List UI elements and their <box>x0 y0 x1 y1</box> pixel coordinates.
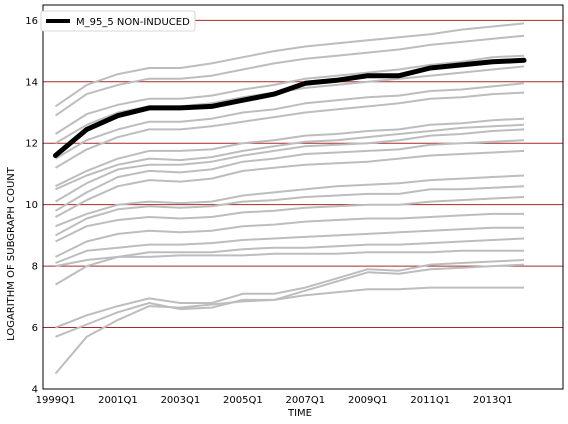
series-line <box>55 249 524 268</box>
x-tick-label: 2001Q1 <box>98 395 138 406</box>
y-tick-label: 8 <box>32 262 38 273</box>
series-line <box>54 139 525 212</box>
series-line <box>55 263 525 338</box>
series-line <box>55 123 525 191</box>
series-line <box>54 65 525 145</box>
x-tick-label: 2005Q1 <box>223 395 263 406</box>
x-tick-label: 1999Q1 <box>36 395 76 406</box>
highlight-series-line <box>53 57 527 158</box>
series-line <box>54 54 525 135</box>
series-line <box>55 149 525 218</box>
x-tick-label: 2011Q1 <box>410 395 450 406</box>
y-tick-label: 6 <box>32 323 38 334</box>
y-axis-label: LOGARITHM OF SUBGRAPH COUNT <box>6 166 17 341</box>
series-line <box>55 196 525 243</box>
series-line <box>54 34 525 117</box>
series-line <box>54 82 525 160</box>
highlight-series <box>53 57 527 158</box>
legend-label: M_95_5 NON-INDUCED <box>76 17 190 28</box>
x-tick-label: 2007Q1 <box>285 395 325 406</box>
plot-frame <box>42 4 564 390</box>
series-line <box>55 226 524 264</box>
y-tick-label: 14 <box>25 77 38 88</box>
legend-box <box>40 10 196 32</box>
series-line <box>54 286 524 375</box>
series-line <box>54 128 525 203</box>
background-series <box>54 22 525 375</box>
x-axis-label: TIME <box>287 408 312 419</box>
x-tick-label: 2003Q1 <box>161 395 201 406</box>
series-line <box>55 185 525 237</box>
series-line <box>55 117 525 188</box>
y-tick-label: 4 <box>32 385 38 396</box>
series-line <box>55 174 525 228</box>
series-line <box>54 22 525 108</box>
y-tick-label: 12 <box>25 139 38 150</box>
y-tick-label: 10 <box>25 200 38 211</box>
axes <box>42 4 564 390</box>
tick-labels: 4 6 8 10 12 14 16 1999Q1 2001Q1 2003Q1 2005Q1 2007Q… <box>25 16 512 406</box>
series-line <box>54 237 525 286</box>
legend: M_95_5 NON-INDUCED <box>40 10 196 32</box>
series-line <box>55 259 525 329</box>
x-tick-label: 2009Q1 <box>348 395 388 406</box>
series-line <box>55 212 524 258</box>
x-tick-label: 2013Q1 <box>473 395 513 406</box>
series-line <box>54 91 525 169</box>
y-tick-label: 16 <box>25 16 38 27</box>
